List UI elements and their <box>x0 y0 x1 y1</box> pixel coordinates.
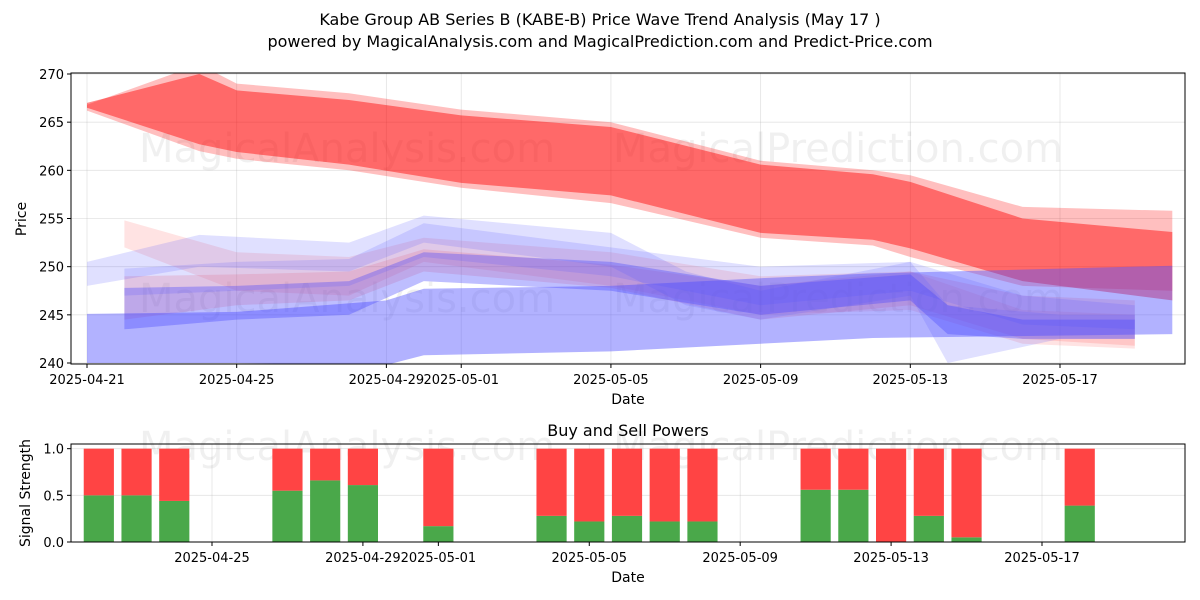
buy-bar <box>611 515 643 542</box>
price-wave-band <box>87 74 1173 301</box>
price-wave-band <box>124 252 1135 339</box>
sell-bar <box>423 448 454 527</box>
price-y-tick-label: 255 <box>39 213 64 228</box>
price-plot-background <box>71 73 1185 364</box>
price-grid <box>71 73 1185 364</box>
price-x-label: Date <box>611 392 644 408</box>
price-x-tick-label: 2025-05-17 <box>1022 373 1098 388</box>
price-y-tick-label: 250 <box>39 261 64 276</box>
buy-sell-x-tick-label: 2025-05-05 <box>551 551 627 566</box>
buy-sell-x-tick-label: 2025-05-01 <box>401 551 477 566</box>
watermark-bottom-right: MagicalPrediction.com <box>613 424 1063 470</box>
buy-bar <box>838 489 869 542</box>
price-wave-band <box>87 215 1135 363</box>
buy-bar <box>649 521 680 542</box>
price-wave-band <box>87 265 1173 364</box>
price-wave-band <box>124 249 1135 346</box>
price-x-tick-label: 2025-04-25 <box>199 373 275 388</box>
price-wave-bands <box>87 73 1173 364</box>
buy-sell-y-label: Signal Strength <box>18 439 34 547</box>
watermark-top-left: MagicalAnalysis.com <box>139 126 555 172</box>
price-wave-band <box>87 73 1173 291</box>
buy-sell-plot-frame <box>70 443 1186 543</box>
buy-bar <box>272 490 303 542</box>
sell-bar <box>83 448 114 496</box>
watermark-top-right: MagicalPrediction.com <box>613 126 1063 172</box>
buy-bar <box>687 521 718 542</box>
buy-bar <box>159 500 190 542</box>
sell-bar <box>687 448 718 522</box>
buy-bar <box>913 515 944 542</box>
buy-bar <box>83 495 114 542</box>
price-x-tick-label: 2025-05-09 <box>723 373 799 388</box>
buy-sell-title: Buy and Sell Powers <box>547 421 709 440</box>
price-x-tick-label: 2025-04-29 <box>349 373 425 388</box>
sell-bar <box>536 448 567 516</box>
sell-bar <box>800 448 831 490</box>
chart-title: Kabe Group AB Series B (KABE-B) Price Wa… <box>319 10 880 29</box>
buy-sell-y-tick-label: 0.5 <box>43 489 64 504</box>
buy-sell-y-tick-label: 0.0 <box>43 536 64 551</box>
sell-bar <box>876 448 907 542</box>
watermark-bottom-left: MagicalAnalysis.com <box>139 424 555 470</box>
buy-bar <box>423 526 454 542</box>
sell-bar <box>121 448 152 496</box>
price-x-tick-label: 2025-05-13 <box>873 373 949 388</box>
price-wave-band <box>124 220 1135 349</box>
chart-subtitle: powered by MagicalAnalysis.com and Magic… <box>267 32 932 51</box>
buy-bar <box>536 515 567 542</box>
sell-bar <box>159 448 190 501</box>
buy-sell-x-tick-label: 2025-04-25 <box>174 551 250 566</box>
price-y-tick-label: 260 <box>39 164 64 179</box>
price-y-tick-label: 240 <box>39 357 64 372</box>
price-wave-band <box>124 223 1135 330</box>
watermark-mid-left: MagicalAnalysis.com <box>139 276 555 322</box>
buy-sell-bars <box>83 448 1095 542</box>
price-y-tick-label: 270 <box>39 68 64 83</box>
sell-bar <box>574 448 605 522</box>
price-y-label: Price <box>14 202 30 236</box>
price-x-tick-label: 2025-04-21 <box>49 373 125 388</box>
buy-bar <box>310 480 341 542</box>
price-wave-panel: MagicalAnalysis.com MagicalPrediction.co… <box>14 68 1186 408</box>
sell-bar <box>913 448 944 516</box>
buy-bar <box>800 489 831 542</box>
sell-bar <box>838 448 869 490</box>
price-axes: 240 245 250 255 260 265 270 2025-04-21 2025-04-2… <box>39 68 1098 388</box>
sell-bar <box>347 448 378 486</box>
buy-sell-y-tick-label: 1.0 <box>43 443 64 458</box>
sell-bar <box>1064 448 1095 506</box>
price-y-tick-label: 265 <box>39 116 64 131</box>
sell-bar <box>611 448 643 516</box>
buy-sell-x-tick-label: 2025-05-09 <box>702 551 778 566</box>
buy-sell-axes: 0.0 0.5 1.0 2025-04-25 2025-04-29 2025-05-01 2… <box>43 443 1079 566</box>
price-x-tick-label: 2025-05-05 <box>573 373 649 388</box>
buy-bar <box>121 495 152 542</box>
price-y-tick-label: 245 <box>39 309 64 324</box>
buy-bar <box>574 521 605 542</box>
buy-sell-x-tick-label: 2025-04-29 <box>325 551 401 566</box>
buy-sell-x-label: Date <box>611 570 644 586</box>
buy-bar <box>1064 505 1095 542</box>
buy-sell-x-tick-label: 2025-05-17 <box>1004 551 1080 566</box>
buy-sell-panel: Buy and Sell Powers MagicalAnalysis.com … <box>18 421 1186 586</box>
watermark-mid-right: MagicalPrediction.com <box>613 276 1063 322</box>
sell-bar <box>272 448 303 491</box>
buy-bar <box>347 485 378 542</box>
buy-sell-x-tick-label: 2025-05-13 <box>853 551 929 566</box>
buy-bar <box>951 537 982 542</box>
sell-bar <box>310 448 341 481</box>
sell-bar <box>951 448 982 538</box>
price-x-tick-label: 2025-05-01 <box>423 373 499 388</box>
sell-bar <box>649 448 680 522</box>
